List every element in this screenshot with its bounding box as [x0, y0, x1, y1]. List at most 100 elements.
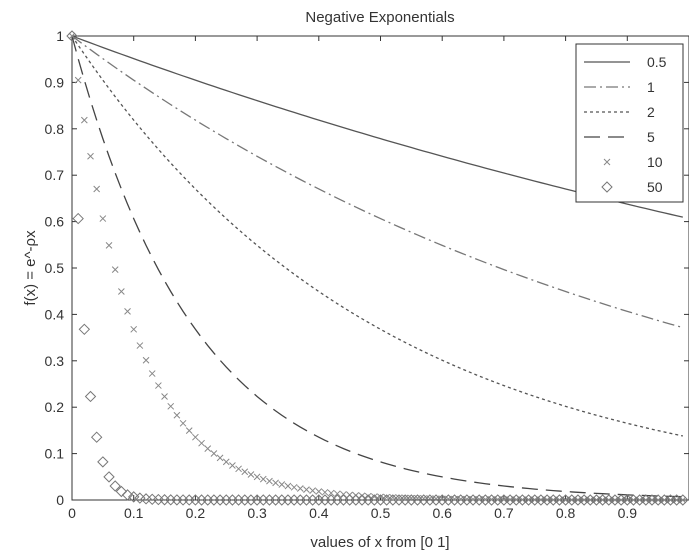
- y-tick-label: 1: [56, 28, 64, 44]
- data-point-x-marker: [401, 494, 409, 502]
- data-point-x-marker: [259, 475, 267, 483]
- data-point-x-marker: [309, 487, 316, 494]
- data-point-diamond-marker: [72, 212, 84, 225]
- data-point-x-marker: [124, 307, 131, 315]
- data-point-x-marker: [136, 342, 144, 349]
- data-point-diamond-marker: [115, 485, 128, 498]
- data-point-x-marker: [198, 439, 205, 447]
- data-point-x-marker: [222, 458, 230, 466]
- data-point-x-marker: [99, 215, 107, 222]
- data-point-x-marker: [642, 496, 650, 504]
- axis-ticks: 0 0.1 0.2 0.3 0.4 0.5 0.6 0.7 0.8 0.9 0 0.1 0.2 0.3 0.…: [45, 28, 689, 521]
- y-tick-label: 0.6: [45, 214, 65, 230]
- y-tick-label: 0.4: [45, 306, 65, 322]
- data-point-x-marker: [130, 325, 138, 333]
- legend-label: 2: [647, 104, 655, 120]
- data-point-x-marker: [179, 419, 187, 427]
- data-point-x-marker: [537, 496, 545, 504]
- series-1: [71, 35, 684, 329]
- data-point-x-marker: [148, 370, 156, 377]
- data-point-diamond-marker: [103, 471, 115, 483]
- data-point-x-marker: [253, 473, 261, 481]
- data-point-x-marker: [364, 492, 372, 500]
- y-tick-label: 0.2: [45, 399, 65, 415]
- x-tick-label: 0.6: [432, 505, 452, 521]
- data-point-x-marker: [525, 496, 532, 504]
- data-point-x-marker: [630, 496, 637, 504]
- data-point-x-marker: [161, 393, 168, 400]
- data-point-x-marker: [660, 496, 668, 504]
- legend-symbol-diamond-marker: [601, 181, 613, 193]
- legend-label: 1: [647, 79, 655, 95]
- y-tick-label: 0.5: [45, 260, 65, 276]
- data-point-x-marker: [235, 465, 242, 473]
- data-point-x-marker: [111, 266, 119, 273]
- data-point-x-marker: [68, 32, 76, 40]
- x-tick-label: 0.3: [247, 505, 267, 521]
- data-point-x-marker: [327, 489, 335, 497]
- data-point-x-marker: [593, 496, 600, 504]
- x-tick-label: 0.8: [556, 505, 576, 521]
- data-point-x-marker: [173, 411, 181, 419]
- data-point-x-marker: [648, 496, 656, 504]
- y-tick-label: 0.8: [45, 121, 65, 137]
- data-point-x-marker: [654, 496, 662, 504]
- data-point-x-marker: [185, 427, 193, 434]
- data-point-x-marker: [315, 488, 323, 495]
- data-point-x-marker: [266, 477, 273, 485]
- data-point-x-marker: [93, 185, 101, 193]
- data-point-diamond-marker: [121, 489, 134, 501]
- x-tick-label: 0: [68, 505, 76, 521]
- data-point-x-marker: [142, 356, 150, 364]
- data-point-diamond-marker: [97, 456, 109, 468]
- data-point-x-marker: [556, 496, 563, 504]
- x-tick-label: 0.5: [371, 505, 391, 521]
- data-point-diamond-marker: [84, 390, 97, 403]
- data-point-x-marker: [216, 454, 224, 462]
- data-point-x-marker: [278, 481, 286, 488]
- legend-label: 5: [647, 129, 655, 145]
- x-tick-label: 0.4: [309, 505, 329, 521]
- data-point-x-marker: [210, 450, 218, 457]
- data-point-x-marker: [105, 241, 113, 249]
- data-point-x-marker: [599, 496, 606, 504]
- data-point-x-marker: [229, 462, 236, 469]
- series-line-1: [71, 35, 684, 329]
- data-point-x-marker: [333, 490, 341, 498]
- data-point-x-marker: [605, 496, 613, 504]
- plot-area: 0 0.1 0.2 0.3 0.4 0.5 0.6 0.7 0.8 0.9 0 0.1 0.2 0.3 0.…: [45, 28, 689, 521]
- data-point-x-marker: [679, 496, 687, 504]
- data-point-x-marker: [284, 482, 292, 490]
- x-tick-label: 0.7: [494, 505, 514, 521]
- data-point-x-marker: [580, 496, 588, 504]
- y-tick-label: 0.3: [45, 353, 65, 369]
- data-point-x-marker: [192, 433, 199, 441]
- legend-box: [575, 43, 684, 203]
- x-tick-label: 0.2: [186, 505, 206, 521]
- data-point-x-marker: [549, 496, 557, 504]
- data-point-x-marker: [586, 496, 594, 504]
- data-point-x-marker: [241, 468, 249, 476]
- data-point-x-marker: [623, 496, 631, 504]
- y-axis-label-text: f(x) = e^-ρx: [22, 230, 39, 306]
- x-tick-label: 0.9: [618, 505, 638, 521]
- data-point-x-marker: [611, 496, 619, 504]
- data-point-x-marker: [155, 382, 162, 389]
- data-point-diamond-marker: [78, 323, 91, 336]
- data-point-diamond-marker: [109, 480, 121, 492]
- data-point-diamond-marker: [127, 491, 140, 503]
- data-point-x-marker: [204, 445, 212, 452]
- legend-label: 0.5: [647, 54, 667, 70]
- x-axis-label: values of x from [0 1]: [310, 534, 449, 551]
- data-point-x-marker: [531, 496, 539, 504]
- data-point-x-marker: [617, 496, 625, 504]
- data-point-x-marker: [74, 76, 82, 84]
- y-tick-label: 0.9: [45, 74, 65, 90]
- series-50: [66, 30, 689, 506]
- series-line-5: [71, 35, 683, 498]
- data-point-x-marker: [303, 486, 310, 493]
- y-tick-label: 0.7: [45, 167, 65, 183]
- legend: 0.5 1 2 5 10 50: [575, 43, 684, 203]
- data-point-x-marker: [667, 496, 674, 504]
